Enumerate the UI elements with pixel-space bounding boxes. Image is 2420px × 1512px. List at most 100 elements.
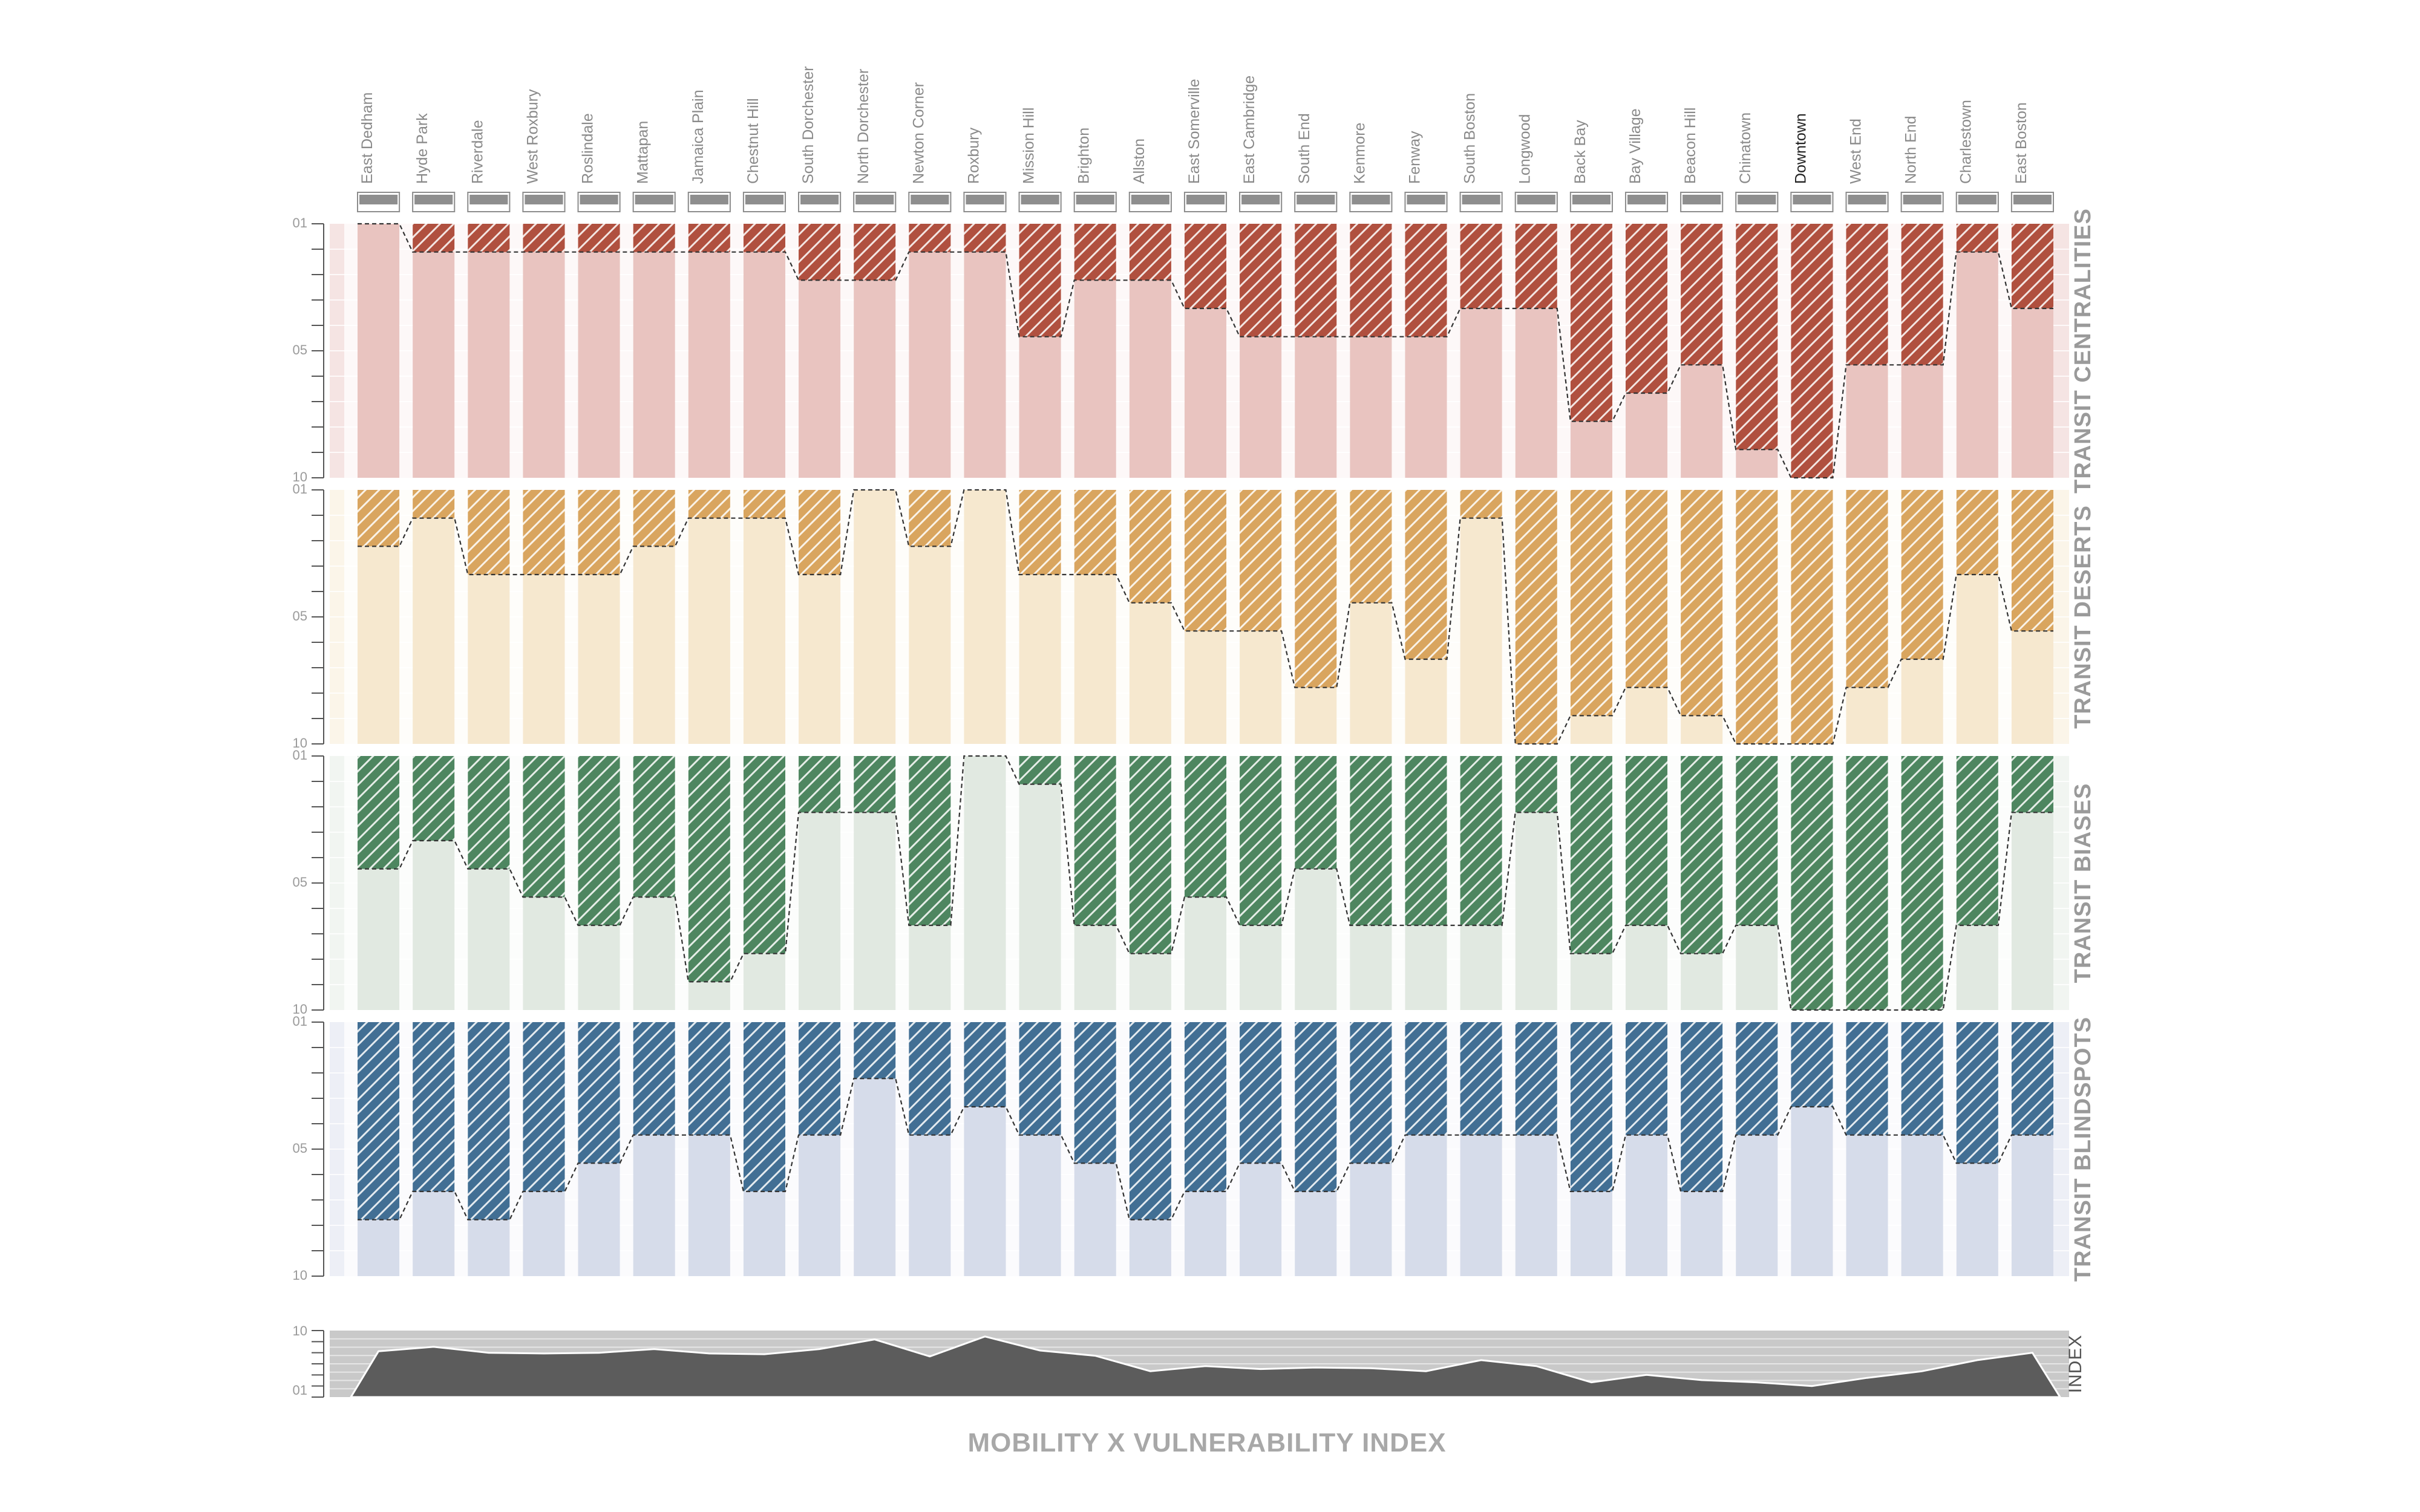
header-bar (1462, 195, 1500, 204)
header-bar (1517, 195, 1555, 204)
value-bar (2011, 1022, 2053, 1135)
value-bar (1901, 756, 1943, 1010)
value-fill (1074, 1163, 1116, 1276)
value-fill (1129, 602, 1171, 744)
value-fill (1405, 925, 1447, 1010)
value-bar (578, 1022, 620, 1164)
y-tick-label: 05 (293, 875, 307, 890)
value-fill (1295, 868, 1337, 1010)
value-bar (1350, 756, 1392, 925)
header-bar (469, 195, 508, 204)
value-bar (633, 756, 675, 898)
value-fill (1625, 1135, 1668, 1276)
value-bar (468, 756, 510, 869)
value-bar (468, 224, 510, 252)
value-bar (854, 1022, 896, 1079)
header-bar (1793, 195, 1831, 204)
neighborhood-label: Jamaica Plain (690, 90, 707, 184)
value-fill (743, 518, 786, 744)
value-bar (1791, 756, 1833, 1010)
header-bar (690, 195, 728, 204)
value-bar (468, 490, 510, 575)
value-fill (468, 252, 510, 478)
value-bar (633, 490, 675, 547)
value-bar (1570, 756, 1612, 954)
value-fill (743, 252, 786, 478)
value-fill (1240, 631, 1282, 744)
value-fill (1240, 1163, 1282, 1276)
value-bar (1901, 224, 1943, 365)
y-tick-label: 01 (293, 748, 307, 763)
value-fill (1295, 1191, 1337, 1276)
value-bar (1625, 756, 1668, 925)
value-bar (1515, 756, 1557, 813)
value-bar (1736, 756, 1778, 925)
series-line (358, 223, 2053, 479)
value-bar (1681, 224, 1723, 365)
value-bar (1681, 1022, 1723, 1191)
value-bar (909, 1022, 951, 1135)
value-bar (1405, 224, 1447, 337)
value-fill (1901, 365, 1943, 478)
value-fill (1901, 659, 1943, 744)
value-bar (1736, 490, 1778, 744)
value-fill (854, 812, 896, 1010)
neighborhood-label: Beacon Hill (1682, 108, 1699, 184)
value-fill (799, 575, 841, 744)
value-fill (1295, 336, 1337, 478)
value-bar (1019, 490, 1061, 575)
value-bar (854, 224, 896, 281)
value-bar (358, 756, 400, 869)
value-bar (688, 224, 730, 252)
value-fill (1184, 308, 1227, 478)
value-fill (1956, 1163, 1998, 1276)
series-line (358, 1078, 2053, 1220)
value-bar (854, 756, 896, 813)
value-bar (523, 490, 565, 575)
value-fill (743, 953, 786, 1010)
value-fill (688, 1135, 730, 1276)
value-bar (1240, 490, 1282, 631)
x-axis-title: MOBILITY X VULNERABILITY INDEX (967, 1428, 1446, 1458)
index-area (349, 1335, 2062, 1398)
value-bar (523, 1022, 565, 1191)
header-bar (580, 195, 618, 204)
neighborhood-label: East Cambridge (1241, 76, 1258, 184)
value-fill (909, 546, 951, 744)
value-bar (1460, 224, 1502, 308)
neighborhood-label: Kenmore (1351, 123, 1368, 184)
value-fill (1074, 280, 1116, 478)
neighborhood-label: Longwood (1517, 114, 1534, 184)
value-bar (1184, 756, 1227, 898)
y-tick-label: 05 (293, 1141, 307, 1156)
value-bar (1460, 490, 1502, 518)
value-fill (1184, 631, 1227, 744)
value-fill (1350, 1163, 1392, 1276)
value-fill (688, 982, 730, 1010)
value-bar (523, 756, 565, 898)
value-fill (964, 756, 1006, 1010)
value-fill (358, 546, 400, 744)
value-bar (1901, 1022, 1943, 1135)
value-fill (633, 1135, 675, 1276)
neighborhood-label: Back Bay (1572, 120, 1589, 184)
value-fill (743, 1191, 786, 1276)
value-fill (909, 1135, 951, 1276)
value-bar (1295, 490, 1337, 688)
value-fill (523, 1191, 565, 1276)
value-bar (1736, 1022, 1778, 1135)
value-bar (1791, 1022, 1833, 1107)
value-bar (1350, 490, 1392, 603)
value-bar (1956, 224, 1998, 252)
value-fill (854, 280, 896, 478)
series-title: TRANSIT BIASES (2070, 783, 2096, 983)
value-fill (964, 1107, 1006, 1276)
value-fill (1405, 1135, 1447, 1276)
value-fill (1405, 336, 1447, 478)
neighborhood-label: Bay Village (1627, 108, 1644, 184)
value-fill (413, 252, 455, 478)
value-bar (468, 1022, 510, 1220)
value-bar (688, 1022, 730, 1135)
